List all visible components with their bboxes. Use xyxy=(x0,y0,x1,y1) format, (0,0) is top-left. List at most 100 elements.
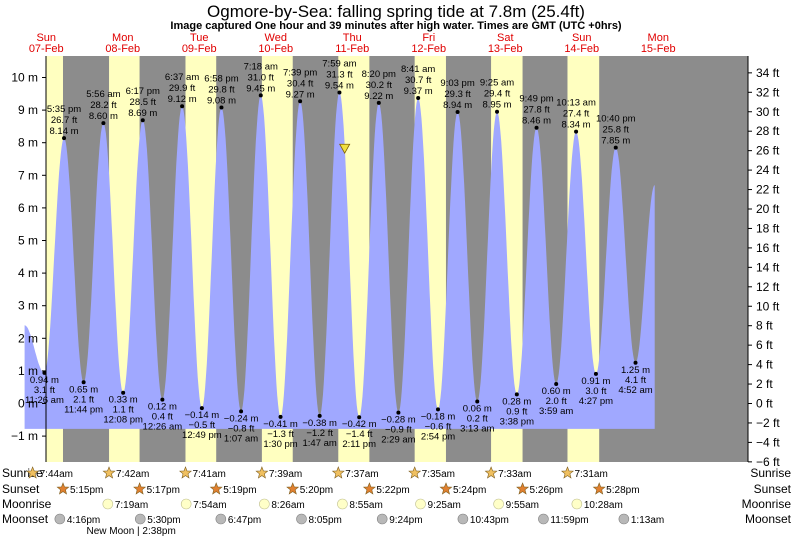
tide-point xyxy=(396,410,401,415)
moonset-time: 10:43pm xyxy=(470,515,509,526)
day-night-background xyxy=(46,56,748,462)
tide-metres: −0.14 m xyxy=(185,410,220,421)
tide-metres: 8.60 m xyxy=(89,111,118,122)
tide-feet: 2.0 ft xyxy=(546,396,567,407)
tide-time: 9:25 am xyxy=(480,78,514,89)
tide-point xyxy=(239,409,244,414)
sunrise-icon xyxy=(102,466,116,479)
tide-feet: −0.8 ft xyxy=(228,423,255,434)
day-name: Mon xyxy=(648,32,669,44)
moonset-icon xyxy=(296,513,307,525)
left-tick-label: 10 m xyxy=(11,71,38,85)
moonrise-icon xyxy=(571,498,583,510)
tide-time: 3:13 am xyxy=(460,424,494,435)
axes: 10 m 9 m 8 m 7 m 6 m 5 m 4 m 3 m 2 m 1 m 0 m −1 m 34… xyxy=(11,56,780,469)
right-tick-label: 10 ft xyxy=(756,299,780,313)
tide-feet: 29.8 ft xyxy=(208,84,235,95)
moonset-time: 4:16pm xyxy=(67,515,100,526)
moonrise-time: 8:55am xyxy=(349,500,382,511)
day-name: Fri xyxy=(422,32,435,44)
sunset-time: 5:28pm xyxy=(606,485,639,496)
current-level-marker xyxy=(339,143,351,155)
tide-point xyxy=(81,380,86,385)
tide-point xyxy=(62,136,67,141)
sunset-time: 5:20pm xyxy=(300,485,333,496)
tide-water-fill xyxy=(24,92,655,429)
right-tick-label: 22 ft xyxy=(756,183,780,197)
tide-feet: 0.4 ft xyxy=(152,412,173,423)
moonrise-icon xyxy=(493,498,504,510)
sunset-icon xyxy=(286,482,300,495)
tide-time: 10:13 am xyxy=(556,98,596,109)
new-moon-label: New Moon | 2:38pm xyxy=(86,526,175,537)
right-tick-label: 30 ft xyxy=(756,105,780,119)
sunrise-time: 7:42am xyxy=(116,469,149,480)
sunrise-time: 7:37am xyxy=(345,469,378,480)
water-area xyxy=(24,92,655,429)
tide-metres: 8.46 m xyxy=(522,116,551,127)
sunrise-time: 7:44am xyxy=(40,469,73,480)
left-tick-label: 3 m xyxy=(18,299,38,313)
tide-point xyxy=(121,390,126,395)
moonset-time: 8:05pm xyxy=(309,515,342,526)
right-tick-label: 2 ft xyxy=(756,377,773,391)
tide-feet: 28.2 ft xyxy=(90,100,117,111)
right-tick-label: 34 ft xyxy=(756,66,780,80)
tide-point xyxy=(455,110,460,115)
sunrise-icon xyxy=(255,466,269,479)
tide-time: 7:39 pm xyxy=(283,67,317,78)
day-date: 12-Feb xyxy=(411,43,446,55)
tide-metres: 8.69 m xyxy=(128,108,157,119)
right-tick-label: −6 ft xyxy=(756,455,780,469)
day-date: 08-Feb xyxy=(105,43,140,55)
tide-metres: −0.24 m xyxy=(224,413,259,424)
tide-time: 6:58 pm xyxy=(204,73,238,84)
sunset-icon xyxy=(439,482,453,495)
tide-metres: 0.06 m xyxy=(463,404,492,415)
moonrise-time: 8:26am xyxy=(271,500,304,511)
right-tick-label: 0 ft xyxy=(756,397,773,411)
tide-feet: 29.3 ft xyxy=(444,89,471,100)
tide-metres: −0.41 m xyxy=(263,419,298,430)
tide-metres: 1.25 m xyxy=(621,365,650,376)
tide-point xyxy=(376,100,381,105)
sunrise-time: 7:39am xyxy=(269,469,302,480)
sunset-icon xyxy=(592,482,606,495)
tide-metres: 9.12 m xyxy=(168,94,197,105)
tide-feet: 3.0 ft xyxy=(585,386,606,397)
sunrise-time: 7:41am xyxy=(192,469,225,480)
left-tick-label: 9 m xyxy=(18,103,38,117)
right-tick-label: 32 ft xyxy=(756,85,780,99)
sunset-time: 5:22pm xyxy=(376,485,409,496)
tide-feet: 27.4 ft xyxy=(563,109,590,120)
tide-metres: 8.94 m xyxy=(443,100,472,111)
tide-time: 2:29 am xyxy=(381,435,415,446)
row-label-left: Sunrise xyxy=(2,466,43,480)
tide-time: 2:11 pm xyxy=(342,439,376,450)
tide-metres: −0.38 m xyxy=(302,418,337,429)
tide-time: 12:26 am xyxy=(143,422,183,433)
tide-metres: 9.22 m xyxy=(364,91,393,102)
tide-time: 9:03 pm xyxy=(440,78,474,89)
tide-metres: 9.27 m xyxy=(286,89,315,100)
right-tick-label: 24 ft xyxy=(756,163,780,177)
right-tick-label: 12 ft xyxy=(756,280,780,294)
moonset-icon xyxy=(618,513,630,525)
left-tick-label: 2 m xyxy=(18,331,38,345)
tide-time: 11:26 am xyxy=(25,395,64,406)
tide-feet: −0.9 ft xyxy=(385,425,412,436)
tide-metres: 8.34 m xyxy=(562,120,591,131)
tide-point xyxy=(416,96,421,101)
row-label-left: Moonrise xyxy=(2,497,52,511)
day-date: 07-Feb xyxy=(29,43,64,55)
tide-point xyxy=(258,93,263,98)
tide-time: 5:35 pm xyxy=(47,104,81,115)
tide-point xyxy=(42,370,47,375)
tide-point xyxy=(633,360,638,365)
moonrise-time: 10:28am xyxy=(584,500,623,511)
tide-point xyxy=(199,406,204,411)
tide-point xyxy=(337,90,342,95)
